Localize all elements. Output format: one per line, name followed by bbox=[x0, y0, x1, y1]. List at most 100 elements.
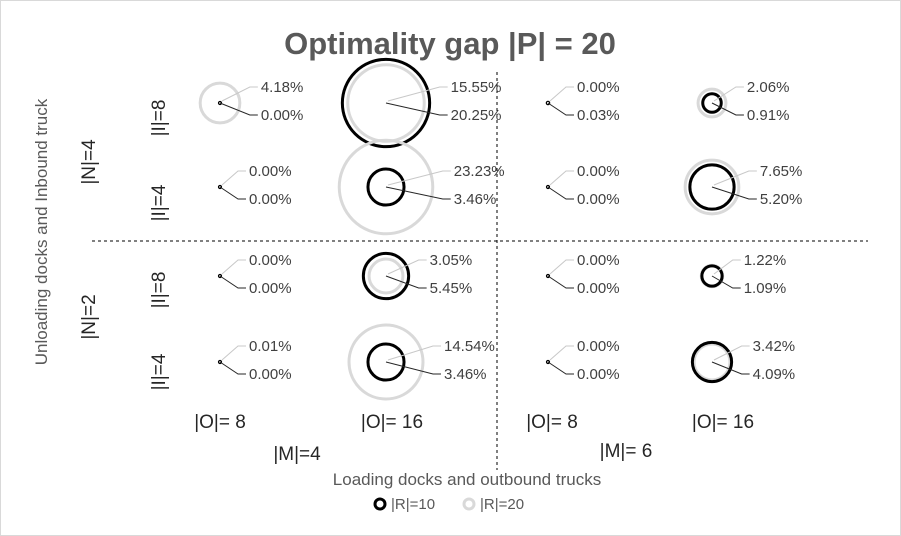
y-sub-label-i8-n2: |I|=8 bbox=[149, 272, 170, 309]
data-label-r10: 0.00% bbox=[577, 280, 620, 297]
bubble-r20 bbox=[692, 342, 732, 382]
data-label-r10: 0.00% bbox=[261, 107, 304, 124]
data-label-r20: 0.00% bbox=[577, 252, 620, 269]
x-sub-label-o8-m4: |O|= 8 bbox=[194, 412, 246, 433]
bubble-r20 bbox=[198, 81, 242, 125]
bubble-r10 bbox=[217, 184, 223, 190]
data-label-r20: 0.00% bbox=[249, 252, 292, 269]
bubble-r10 bbox=[545, 359, 551, 365]
y-sub-label-i8-n4: |I|=8 bbox=[149, 100, 170, 137]
data-label-r10: 0.00% bbox=[249, 366, 292, 383]
data-label-r10: 0.00% bbox=[577, 366, 620, 383]
leader-r10 bbox=[219, 275, 246, 289]
y-axis-title: Unloading docks and Inbound truck bbox=[32, 98, 51, 365]
data-label-r10: 3.46% bbox=[454, 191, 497, 208]
data-label-r20: 0.00% bbox=[577, 163, 620, 180]
bubble-r10 bbox=[700, 264, 724, 288]
leader-r20 bbox=[549, 345, 574, 361]
y-sub-label-i4-n4: |I|=4 bbox=[149, 184, 170, 221]
leader-r10 bbox=[711, 102, 744, 116]
data-label-r20: 1.22% bbox=[744, 252, 787, 269]
x-sub-label-o8-m6: |O|= 8 bbox=[526, 412, 578, 433]
leader-r20 bbox=[549, 86, 574, 102]
y-group-label-n4: |N|=4 bbox=[79, 139, 100, 185]
bubble-r20 bbox=[337, 138, 435, 236]
leader-r10 bbox=[711, 361, 750, 375]
data-label-r20: 0.00% bbox=[577, 79, 620, 96]
bubble-r20 bbox=[367, 257, 405, 295]
leader-r20 bbox=[221, 170, 246, 186]
leader-r20 bbox=[387, 259, 427, 275]
bubble-r10 bbox=[545, 100, 551, 106]
data-label-r20: 4.18% bbox=[261, 79, 304, 96]
x-axis-title: Loading docks and outbound trucks bbox=[333, 470, 601, 489]
leader-r20 bbox=[221, 86, 258, 102]
data-label-r20: 15.55% bbox=[451, 79, 502, 96]
data-label-r10: 4.09% bbox=[753, 366, 796, 383]
data-label-r20: 0.00% bbox=[249, 163, 292, 180]
leader-r20 bbox=[713, 170, 757, 186]
leader-r20 bbox=[221, 345, 246, 361]
bubble-r10 bbox=[217, 273, 223, 279]
x-sub-label-o16-m4: |O|= 16 bbox=[361, 412, 423, 433]
bubble-r10 bbox=[545, 184, 551, 190]
bubble-r20 bbox=[347, 323, 425, 401]
leader-r20 bbox=[221, 259, 246, 275]
bubble-r20 bbox=[683, 158, 741, 216]
leader-r20 bbox=[387, 86, 448, 102]
leader-r10 bbox=[385, 361, 441, 375]
bubble-r20 bbox=[696, 87, 728, 119]
leader-r10 bbox=[385, 102, 448, 116]
leader-r20 bbox=[549, 170, 574, 186]
data-label-r20: 0.01% bbox=[249, 338, 292, 355]
data-label-r10: 0.91% bbox=[747, 107, 790, 124]
data-label-r20: 2.06% bbox=[747, 79, 790, 96]
data-label-r20: 7.65% bbox=[760, 163, 803, 180]
leader-r10 bbox=[219, 186, 246, 200]
data-label-r10: 5.20% bbox=[760, 191, 803, 208]
leader-r10 bbox=[385, 275, 427, 289]
leader-r20 bbox=[387, 170, 451, 186]
leader-r10 bbox=[547, 102, 574, 116]
leader-r10 bbox=[711, 186, 757, 200]
data-label-r20: 3.42% bbox=[753, 338, 796, 355]
data-label-r10: 0.00% bbox=[577, 191, 620, 208]
data-label-r10: 0.00% bbox=[249, 280, 292, 297]
legend-label-r20: |R|=20 bbox=[480, 496, 524, 513]
bubble-r10 bbox=[701, 92, 723, 114]
leader-r10 bbox=[385, 186, 451, 200]
data-label-r10: 1.09% bbox=[744, 280, 787, 297]
data-label-r20: 23.23% bbox=[454, 163, 505, 180]
legend-marker-r20 bbox=[462, 497, 476, 511]
leader-r20 bbox=[713, 86, 744, 102]
y-sub-label-i4-n2: |I|=4 bbox=[149, 353, 170, 390]
bubble-r10 bbox=[366, 167, 406, 207]
x-group-label-m6: |M|= 6 bbox=[600, 441, 653, 462]
x-group-label-m4: |M|=4 bbox=[273, 444, 321, 465]
leader-r10 bbox=[711, 275, 741, 289]
data-label-r10: 20.25% bbox=[451, 107, 502, 124]
bubble-r10 bbox=[361, 251, 411, 301]
leader-r10 bbox=[219, 361, 246, 375]
bubble-r10 bbox=[688, 163, 736, 211]
data-label-r20: 0.00% bbox=[577, 338, 620, 355]
leader-r10 bbox=[547, 275, 574, 289]
bubble-layer: 4.18% 0.00% 15.55% 20.25% 0.00% 0.03% 2.06% 0.9… bbox=[198, 57, 803, 401]
leader-r20 bbox=[713, 345, 750, 361]
legend: |R|=10 |R|=20 bbox=[373, 496, 524, 513]
bubble-r10 bbox=[366, 342, 406, 382]
legend-label-r10: |R|=10 bbox=[391, 496, 435, 513]
bubble-r10 bbox=[340, 57, 432, 149]
bubble-r10 bbox=[690, 340, 734, 384]
leader-r10 bbox=[547, 361, 574, 375]
bubble-r10 bbox=[217, 100, 223, 106]
leader-r10 bbox=[219, 102, 258, 116]
y-group-label-n2: |N|=2 bbox=[79, 294, 100, 339]
bubble-r10 bbox=[217, 359, 223, 365]
leader-r20 bbox=[713, 259, 741, 275]
leader-r20 bbox=[387, 345, 441, 361]
leader-r20 bbox=[549, 259, 574, 275]
data-label-r10: 0.00% bbox=[249, 191, 292, 208]
